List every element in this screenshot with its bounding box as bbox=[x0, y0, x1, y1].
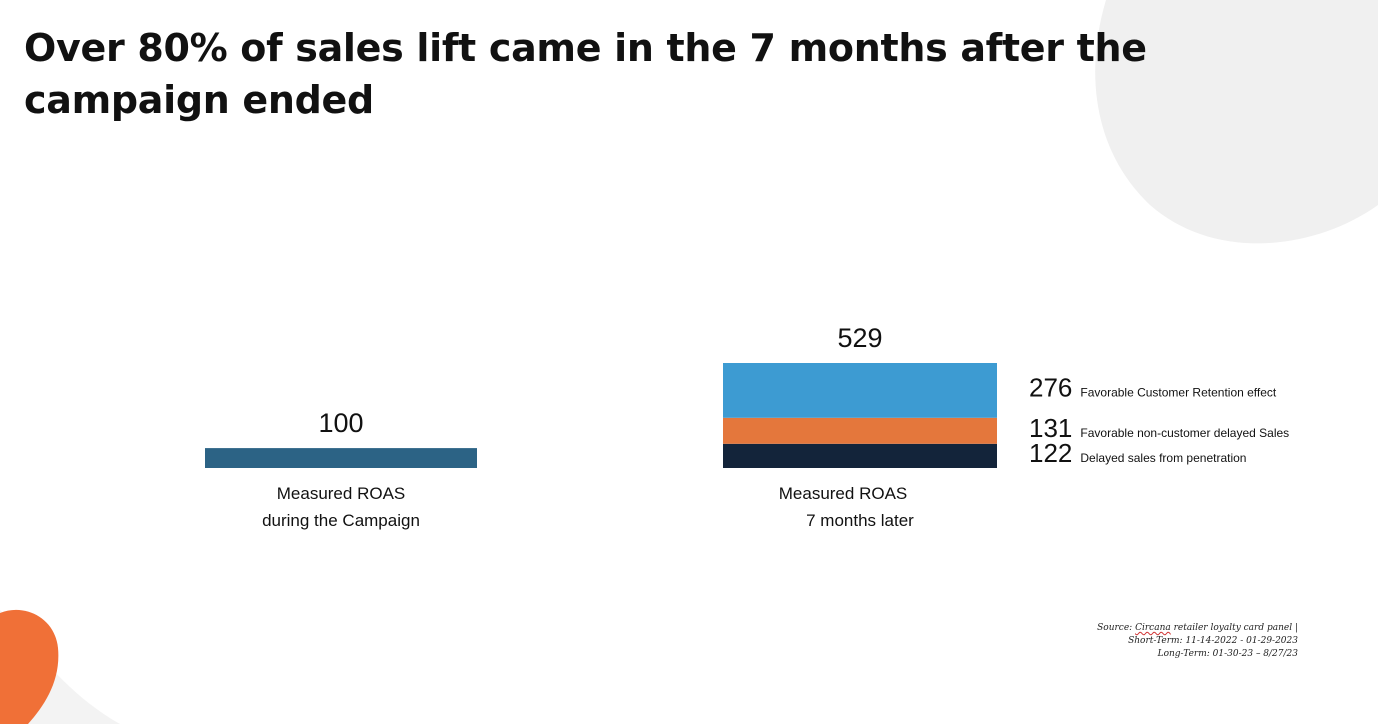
source-name: Circana bbox=[1135, 623, 1171, 633]
source-rest: retailer loyalty card panel | bbox=[1170, 623, 1298, 633]
accent-blob bbox=[0, 609, 59, 724]
segment-name-1: Favorable non-customer delayed Sales bbox=[1080, 426, 1289, 440]
segment-label-1: 131 Favorable non-customer delayed Sales bbox=[1029, 413, 1289, 443]
segment-label-2: 276 Favorable Customer Retention effect bbox=[1029, 372, 1277, 402]
segment-value-0: 122 bbox=[1029, 438, 1072, 468]
page-title: Over 80% of sales lift came in the 7 mon… bbox=[24, 26, 1147, 122]
bar-segment-1-2 bbox=[723, 363, 997, 418]
bar-label-0-0: Measured ROAS bbox=[277, 484, 406, 503]
bar-label-1-0: Measured ROAS bbox=[779, 484, 908, 503]
segment-value-1: 131 bbox=[1029, 413, 1072, 443]
segment-value-2: 276 bbox=[1029, 372, 1072, 402]
bar-segment-1-1 bbox=[723, 417, 997, 444]
source-note: Source: Circana retailer loyalty card pa… bbox=[980, 622, 1298, 661]
bar-segment-0-0 bbox=[205, 448, 477, 468]
source-long-term: Long-Term: 01-30-23 – 8/27/23 bbox=[1157, 649, 1298, 659]
segment-name-2: Favorable Customer Retention effect bbox=[1080, 385, 1277, 399]
bar-total-1: 529 bbox=[837, 323, 882, 353]
segment-label-0: 122 Delayed sales from penetration bbox=[1029, 438, 1246, 468]
bar-label-0-1: during the Campaign bbox=[262, 511, 420, 530]
segment-name-0: Delayed sales from penetration bbox=[1080, 451, 1246, 465]
bar-total-0: 100 bbox=[318, 408, 363, 438]
source-short-term: Short-Term: 11-14-2022 - 01-29-2023 bbox=[1128, 636, 1298, 646]
source-prefix: Source: bbox=[1097, 623, 1133, 633]
bar-label-1-1: 7 months later bbox=[806, 511, 914, 530]
source-line-1: Source: Circana retailer loyalty card pa… bbox=[980, 622, 1298, 635]
bar-segment-1-0 bbox=[723, 443, 997, 468]
background-shape bbox=[1095, 0, 1378, 244]
